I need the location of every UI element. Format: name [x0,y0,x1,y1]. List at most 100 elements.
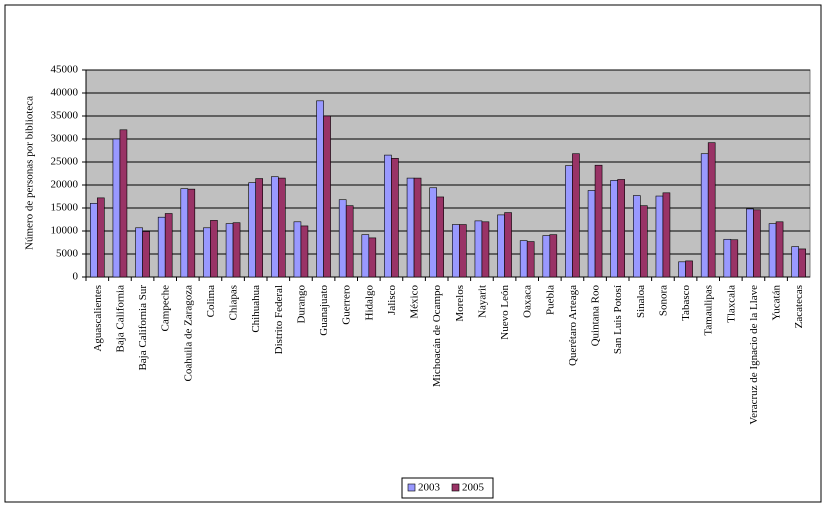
bar [384,154,392,278]
x-tick-label: Jalisco [386,285,398,315]
bar [368,237,377,278]
x-tick-label: Chiapas [228,285,240,320]
x-tick-label: Zacatecas [793,285,805,328]
bar [775,221,784,278]
x-tick-label: Tabasco [680,285,692,321]
x-tick-label: Colima [205,285,217,318]
bar [413,177,422,278]
bar [798,248,806,278]
bar [225,223,234,278]
x-tick-label: Coahuila de Zaragoza [182,285,194,382]
bar [678,261,686,278]
bar [587,190,596,278]
legend-swatch [451,483,460,492]
bar [542,235,551,278]
y-tick-label: 10000 [51,225,79,237]
bar [300,225,309,278]
bar [474,220,483,278]
bar [180,188,189,278]
bar [730,239,739,278]
x-tick-label: Guanajuato [318,285,330,336]
bar [519,240,528,278]
bar [610,180,618,278]
bar [459,224,467,278]
y-tick-label: 45000 [51,64,79,76]
bar [97,197,105,278]
x-tick-label: Querétaro Arteaga [567,285,579,366]
bar [565,165,573,278]
bar [685,260,693,278]
x-tick-label: Nuevo León [499,285,511,340]
x-tick-label: Guerrero [341,285,353,325]
bar [293,221,302,278]
bar [526,241,535,278]
x-tick-label: Michoacán de Ocampo [431,285,443,388]
legend-label: 2003 [418,482,441,494]
bar [723,238,732,278]
x-tick-label: Nayarit [476,285,488,318]
y-tick-label: 30000 [51,133,79,145]
bar [429,187,437,278]
x-tick-label: Distrito Federal [273,285,285,354]
bar [406,177,415,278]
bar [504,212,512,278]
bar [164,213,173,278]
bar [549,234,558,278]
bar [746,208,754,278]
bar [481,221,490,278]
bar [497,214,505,278]
y-tick-label: 0 [73,271,79,283]
bar [594,164,603,278]
bar [278,177,286,278]
bar [707,142,716,278]
x-tick-label: México [409,285,421,319]
bar [157,216,166,278]
bar [633,195,641,278]
bar [345,205,354,278]
bar [753,209,761,278]
x-tick-label: Aguascalientes [92,285,104,352]
bar [271,176,279,278]
x-tick-label: Tamaulipas [703,285,715,336]
bar [187,188,196,278]
x-tick-label: Yucatán [771,285,783,321]
x-tick-label: Puebla [544,285,556,315]
x-tick-label: Hidalgo [363,285,375,321]
bar [112,138,121,278]
x-tick-label: Durango [295,285,307,324]
x-tick-label: Sinaloa [635,285,647,318]
y-tick-label: 5000 [56,248,79,260]
legend-box [401,477,494,499]
y-tick-label: 40000 [51,87,79,99]
x-tick-label: Sonora [657,285,669,316]
x-tick-label: Tlaxcala [725,285,737,323]
x-tick-label: Quintana Roo [590,285,602,347]
y-axis-title: Número de personas por biblioteca [24,96,36,250]
y-tick-label: 25000 [51,156,79,168]
y-tick-label: 35000 [51,110,79,122]
bar [255,178,263,278]
bar [248,182,256,278]
x-tick-label: Chihuahua [250,285,262,333]
bar [361,234,370,278]
x-tick-label: San Luis Potosí [612,285,624,354]
bar [768,223,777,278]
bar [791,246,799,278]
bar [135,227,143,278]
bar [436,196,444,278]
bar [203,227,211,278]
y-tick-label: 20000 [51,179,79,191]
bar [119,129,128,278]
x-tick-label: Morelos [454,285,466,322]
x-tick-label: Oaxaca [522,285,534,318]
legend-label: 2005 [462,482,485,494]
x-tick-label: Baja California [114,285,126,353]
x-tick-label: Campeche [160,285,172,332]
y-tick-label: 15000 [51,202,79,214]
bar [452,224,460,278]
bar [640,205,648,278]
bar [338,199,347,278]
bar [662,192,671,278]
x-tick-label: Baja California Sur [137,285,149,371]
bar [90,203,98,278]
